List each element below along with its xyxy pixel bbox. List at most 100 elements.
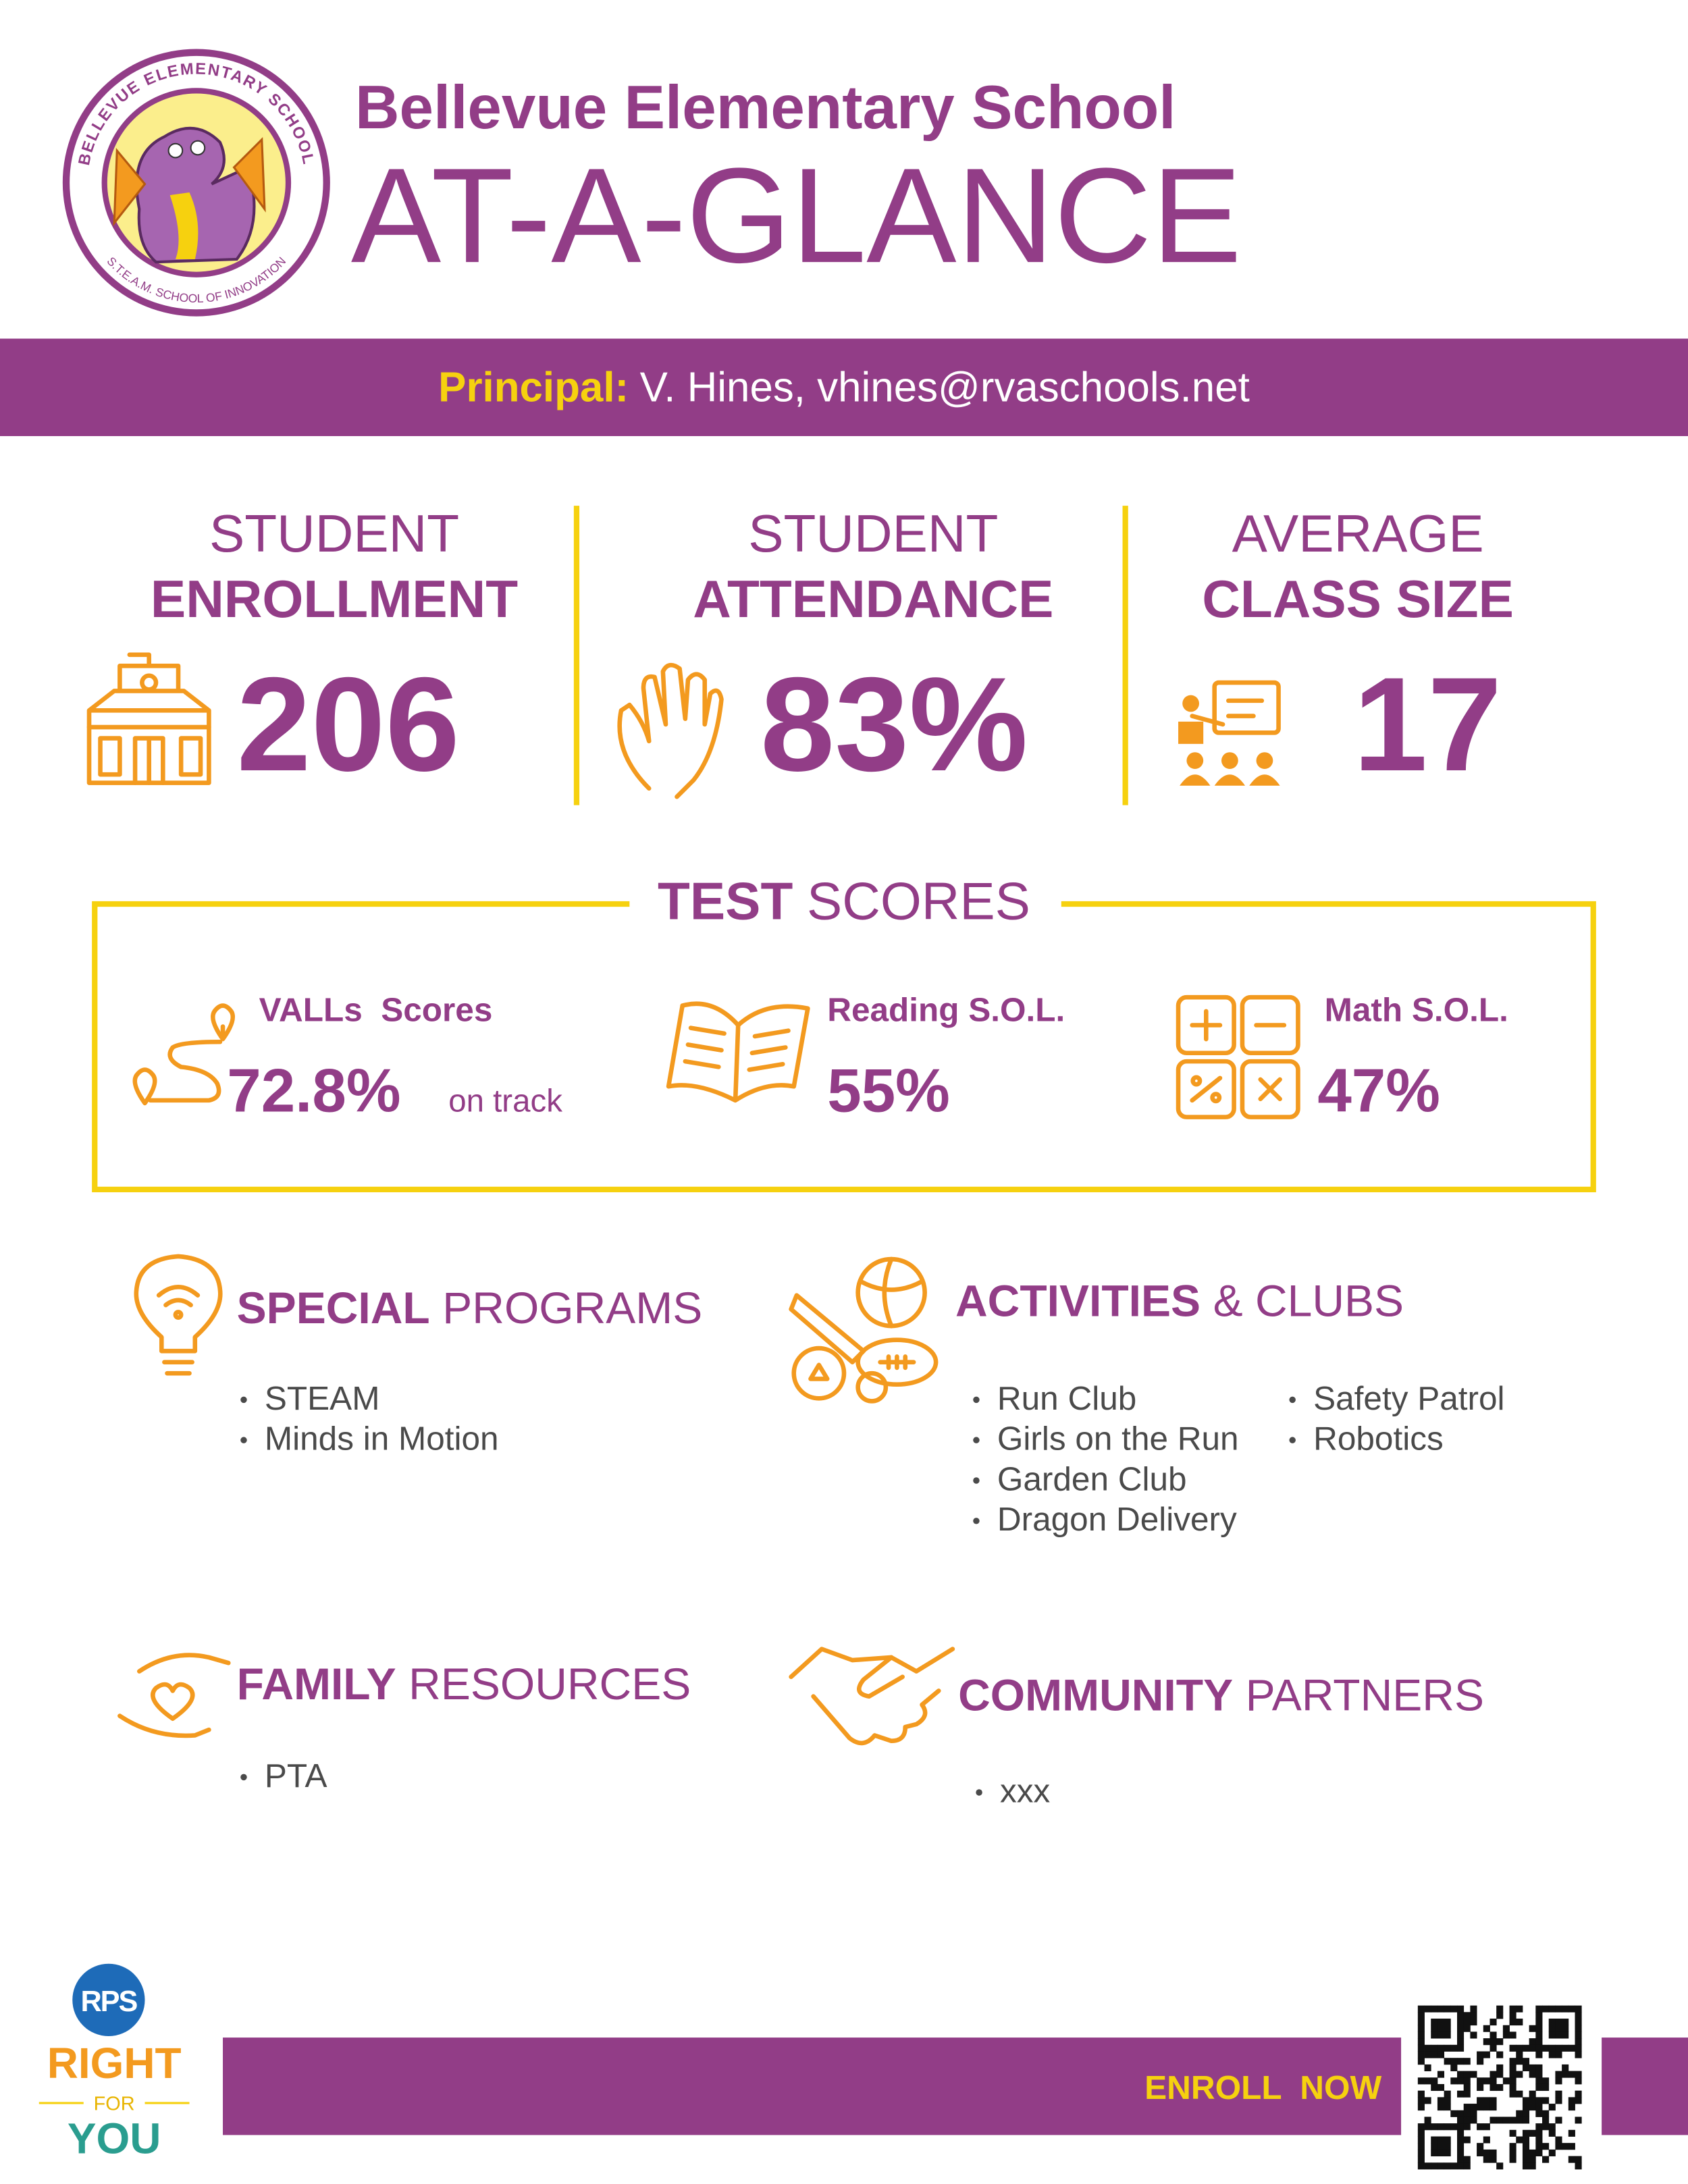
qr-cell	[1463, 2156, 1471, 2163]
qr-cell	[1568, 2129, 1575, 2137]
list-item: STEAM	[265, 1380, 380, 1417]
qr-cell	[1516, 2044, 1523, 2052]
qr-cell	[1477, 2058, 1484, 2065]
qr-cell	[1437, 2097, 1445, 2104]
qr-cell	[1437, 2162, 1445, 2170]
qr-cell	[1575, 2031, 1582, 2039]
qr-cell	[1483, 2136, 1490, 2143]
qr-cell	[1568, 2097, 1575, 2104]
stat-value: 206	[236, 649, 459, 799]
school-icon	[86, 652, 211, 785]
qr-cell	[1424, 2097, 1431, 2104]
section-title: FAMILY RESOURCES	[237, 1659, 691, 1709]
qr-cell	[1529, 2097, 1536, 2104]
qr-cell	[1477, 2083, 1484, 2092]
qr-cell	[1502, 2077, 1510, 2085]
score-value: 72.8%	[227, 1057, 400, 1125]
qr-cell	[1522, 2162, 1530, 2170]
qr-cell	[1509, 2012, 1516, 2019]
qr-cell	[1555, 2090, 1562, 2098]
qr-cell	[1437, 2136, 1445, 2143]
qr-cell	[1489, 2149, 1497, 2157]
qr-cell	[1417, 2038, 1425, 2046]
qr-cell	[1489, 2071, 1497, 2078]
score-label: Math S.O.L.	[1325, 991, 1508, 1028]
test-scores: TEST SCORES VALLs Scores 72.8% on track R…	[92, 870, 1596, 1193]
enroll-cta[interactable]: ENROLL NOW	[1144, 2069, 1381, 2106]
section-title: COMMUNITY PARTNERS	[958, 1670, 1484, 1720]
qr-cell	[1450, 2064, 1458, 2071]
qr-cell	[1489, 2044, 1497, 2052]
qr-cell	[1483, 2156, 1490, 2163]
qr-cell	[1516, 2116, 1523, 2124]
qr-cell	[1509, 2031, 1516, 2039]
section-title-rest: RESOURCES	[408, 1659, 691, 1709]
qr-cell	[1457, 2038, 1465, 2046]
list-item: PTA	[265, 1757, 327, 1794]
qr-cell	[1417, 2058, 1425, 2065]
qr-cell	[1522, 2044, 1530, 2052]
qr-cell	[1535, 2025, 1543, 2032]
list-item: Robotics	[1313, 1420, 1444, 1458]
qr-cell	[1535, 2104, 1543, 2111]
qr-cell	[1437, 2104, 1445, 2111]
qr-cell	[1444, 2136, 1451, 2143]
qr-cell	[1542, 2156, 1550, 2163]
qr-cell	[1502, 2031, 1510, 2039]
qr-cell	[1535, 2051, 1543, 2058]
qr-cell	[1450, 2058, 1458, 2065]
qr-cell	[1450, 2162, 1458, 2170]
qr-cell	[1457, 2129, 1465, 2137]
qr-cell	[1463, 2025, 1471, 2032]
qr-cell	[1489, 2038, 1497, 2046]
section-title-rest: & CLUBS	[1213, 1276, 1404, 1326]
qr-cell	[1502, 2116, 1510, 2124]
qr-cell	[1463, 2012, 1471, 2019]
qr-cell	[1535, 2019, 1543, 2026]
qr-cell	[1437, 2143, 1445, 2150]
qr-cell	[1509, 2044, 1516, 2052]
qr-cell	[1444, 2123, 1451, 2131]
qr-code[interactable]	[1404, 1994, 1599, 2184]
qr-cell	[1535, 2136, 1543, 2143]
qr-cell	[1457, 2071, 1465, 2078]
qr-cell	[1496, 2071, 1504, 2078]
qr-cell	[1568, 2104, 1575, 2111]
qr-cell	[1555, 2136, 1562, 2143]
qr-cell	[1535, 2044, 1543, 2052]
qr-cell	[1509, 2019, 1516, 2026]
scores-box	[92, 901, 1596, 1193]
qr-cell	[1417, 2123, 1425, 2131]
section-title-rest: PROGRAMS	[442, 1283, 702, 1333]
qr-cell	[1562, 2031, 1569, 2039]
footer: ENROLL NOW RPS RIGHT FOR YOU	[38, 1963, 1688, 2184]
qr-cell	[1463, 2104, 1471, 2111]
qr-cell	[1575, 2012, 1582, 2019]
stat-value: 83%	[760, 649, 1028, 799]
qr-cell	[1450, 2005, 1458, 2013]
qr-cell	[1529, 2038, 1536, 2046]
qr-cell	[1502, 2025, 1510, 2032]
qr-cell	[1575, 2025, 1582, 2032]
qr-cell	[1457, 2077, 1465, 2085]
qr-cell	[1457, 2025, 1465, 2032]
qr-cell	[1575, 2097, 1582, 2104]
qr-cell	[1444, 2162, 1451, 2170]
qr-cell	[1555, 2143, 1562, 2150]
tagline-for: FOR	[94, 2093, 135, 2114]
bullet	[240, 1396, 247, 1404]
qr-cell	[1535, 2149, 1543, 2157]
score-value: 47%	[1317, 1057, 1440, 1125]
qr-cell	[1417, 2143, 1425, 2150]
qr-cell	[1489, 2116, 1497, 2124]
rps-text: RPS	[80, 1986, 137, 2018]
qr-cell	[1444, 2149, 1451, 2157]
qr-cell	[1463, 2123, 1471, 2131]
qr-cell	[1529, 2104, 1536, 2111]
bullet	[973, 1518, 980, 1524]
sports-icon	[789, 1256, 939, 1404]
bullet	[973, 1396, 980, 1404]
book-icon	[666, 1001, 810, 1103]
stat-label: CLASS SIZE	[1202, 569, 1514, 629]
